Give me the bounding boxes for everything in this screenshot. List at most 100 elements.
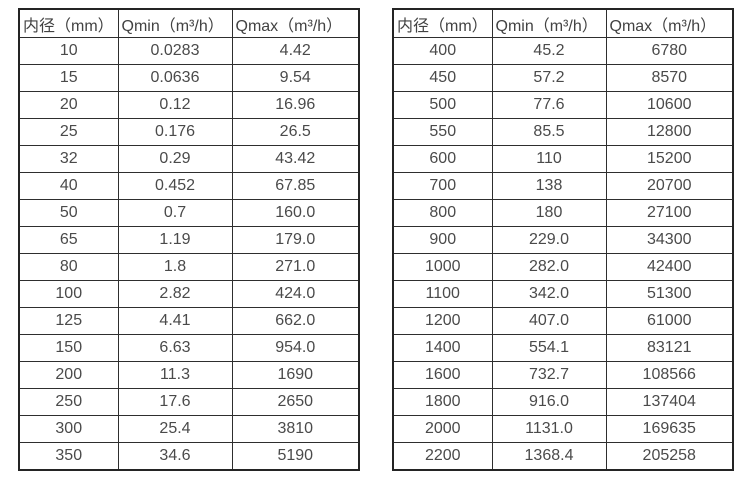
cell-qmin: 0.176 — [117, 118, 233, 146]
cell-qmax: 20700 — [605, 172, 734, 200]
cell-qmin: 407.0 — [491, 307, 607, 335]
table-row: 600 110 15200 — [392, 145, 734, 173]
table-row: 40 0.452 67.85 — [18, 172, 360, 200]
cell-qmax: 4.42 — [231, 37, 360, 65]
table-row: 1600 732.7 108566 — [392, 361, 734, 389]
cell-qmin: 1.8 — [117, 253, 233, 281]
cell-qmax: 6780 — [605, 37, 734, 65]
column-header-diameter: 内径（mm） — [392, 8, 493, 38]
cell-qmax: 83121 — [605, 334, 734, 362]
cell-diameter: 1800 — [392, 388, 493, 416]
table-row: 2200 1368.4 205258 — [392, 442, 734, 471]
cell-qmin: 4.41 — [117, 307, 233, 335]
cell-qmax: 26.5 — [231, 118, 360, 146]
cell-qmin: 1.19 — [117, 226, 233, 254]
cell-diameter: 2200 — [392, 442, 493, 471]
cell-diameter: 550 — [392, 118, 493, 146]
cell-diameter: 32 — [18, 145, 119, 173]
table-row: 2000 1131.0 169635 — [392, 415, 734, 443]
cell-qmax: 205258 — [605, 442, 734, 471]
table-row: 550 85.5 12800 — [392, 118, 734, 146]
cell-qmax: 5190 — [231, 442, 360, 471]
table-row: 100 2.82 424.0 — [18, 280, 360, 308]
cell-qmax: 424.0 — [231, 280, 360, 308]
cell-qmin: 1368.4 — [491, 442, 607, 471]
cell-diameter: 700 — [392, 172, 493, 200]
cell-diameter: 1100 — [392, 280, 493, 308]
table-row: 15 0.0636 9.54 — [18, 64, 360, 92]
cell-diameter: 200 — [18, 361, 119, 389]
cell-qmax: 27100 — [605, 199, 734, 227]
table-row: 350 34.6 5190 — [18, 442, 360, 471]
column-header-qmin: Qmin（m³/h） — [491, 8, 607, 38]
cell-qmax: 10600 — [605, 91, 734, 119]
cell-qmax: 954.0 — [231, 334, 360, 362]
cell-qmin: 77.6 — [491, 91, 607, 119]
cell-diameter: 100 — [18, 280, 119, 308]
cell-qmax: 8570 — [605, 64, 734, 92]
cell-qmin: 85.5 — [491, 118, 607, 146]
cell-qmin: 180 — [491, 199, 607, 227]
table-row: 700 138 20700 — [392, 172, 734, 200]
column-header-qmax: Qmax（m³/h） — [231, 8, 360, 38]
table-row: 1400 554.1 83121 — [392, 334, 734, 362]
table-row: 800 180 27100 — [392, 199, 734, 227]
table-row: 80 1.8 271.0 — [18, 253, 360, 281]
cell-diameter: 15 — [18, 64, 119, 92]
table-row: 500 77.6 10600 — [392, 91, 734, 119]
cell-qmin: 0.12 — [117, 91, 233, 119]
table-row: 50 0.7 160.0 — [18, 199, 360, 227]
table-row: 400 45.2 6780 — [392, 37, 734, 65]
cell-qmin: 34.6 — [117, 442, 233, 471]
cell-qmax: 3810 — [231, 415, 360, 443]
cell-diameter: 300 — [18, 415, 119, 443]
cell-diameter: 20 — [18, 91, 119, 119]
cell-qmin: 342.0 — [491, 280, 607, 308]
cell-diameter: 1000 — [392, 253, 493, 281]
cell-qmin: 0.0283 — [117, 37, 233, 65]
cell-qmin: 57.2 — [491, 64, 607, 92]
cell-qmax: 42400 — [605, 253, 734, 281]
table-row: 125 4.41 662.0 — [18, 307, 360, 335]
cell-qmin: 282.0 — [491, 253, 607, 281]
cell-diameter: 900 — [392, 226, 493, 254]
cell-qmin: 0.452 — [117, 172, 233, 200]
cell-diameter: 25 — [18, 118, 119, 146]
cell-qmin: 1131.0 — [491, 415, 607, 443]
flow-range-table-dn400-2200: 内径（mm） Qmin（m³/h） Qmax（m³/h） 400 45.2 6780 450… — [392, 8, 734, 471]
cell-diameter: 40 — [18, 172, 119, 200]
table-row: 1800 916.0 137404 — [392, 388, 734, 416]
table-row: 1200 407.0 61000 — [392, 307, 734, 335]
cell-qmin: 0.7 — [117, 199, 233, 227]
flow-range-table-dn10-350: 内径（mm） Qmin（m³/h） Qmax（m³/h） 10 0.0283 4.42 15… — [18, 8, 360, 471]
cell-qmax: 34300 — [605, 226, 734, 254]
column-header-qmin: Qmin（m³/h） — [117, 8, 233, 38]
cell-diameter: 450 — [392, 64, 493, 92]
cell-qmax: 1690 — [231, 361, 360, 389]
cell-qmin: 25.4 — [117, 415, 233, 443]
cell-qmin: 11.3 — [117, 361, 233, 389]
cell-diameter: 400 — [392, 37, 493, 65]
cell-qmin: 732.7 — [491, 361, 607, 389]
cell-diameter: 50 — [18, 199, 119, 227]
cell-diameter: 125 — [18, 307, 119, 335]
cell-qmax: 179.0 — [231, 226, 360, 254]
cell-diameter: 80 — [18, 253, 119, 281]
cell-diameter: 150 — [18, 334, 119, 362]
table-row: 150 6.63 954.0 — [18, 334, 360, 362]
cell-diameter: 500 — [392, 91, 493, 119]
cell-qmin: 6.63 — [117, 334, 233, 362]
cell-qmax: 662.0 — [231, 307, 360, 335]
table-row: 200 11.3 1690 — [18, 361, 360, 389]
cell-qmin: 229.0 — [491, 226, 607, 254]
cell-qmin: 110 — [491, 145, 607, 173]
cell-qmax: 51300 — [605, 280, 734, 308]
cell-qmax: 271.0 — [231, 253, 360, 281]
cell-diameter: 1200 — [392, 307, 493, 335]
cell-qmax: 12800 — [605, 118, 734, 146]
cell-qmin: 554.1 — [491, 334, 607, 362]
table-row: 300 25.4 3810 — [18, 415, 360, 443]
table-row: 10 0.0283 4.42 — [18, 37, 360, 65]
table-row: 250 17.6 2650 — [18, 388, 360, 416]
cell-qmax: 16.96 — [231, 91, 360, 119]
